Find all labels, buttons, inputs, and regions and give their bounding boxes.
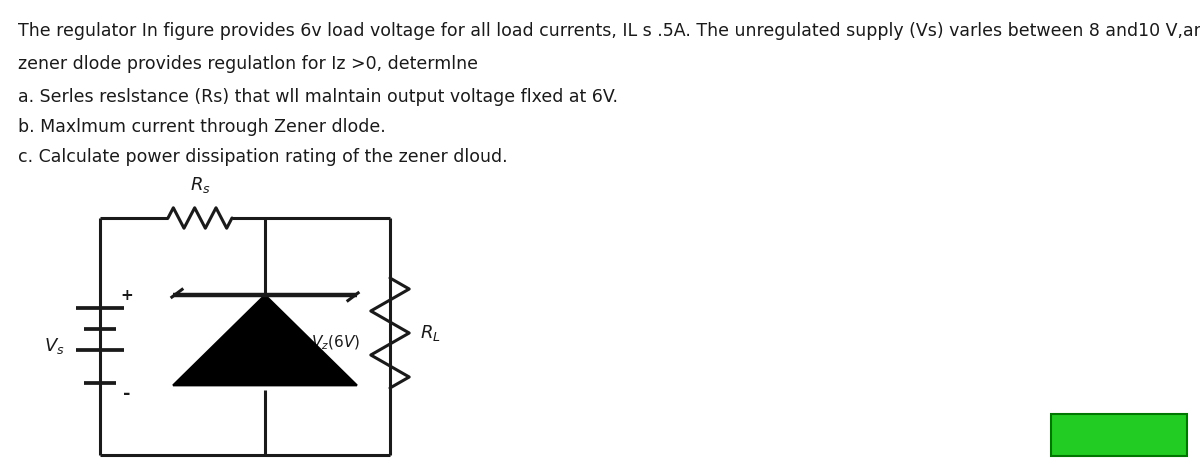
Text: a. Serles reslstance (Rs) that wll malntain output voltage flxed at 6V.: a. Serles reslstance (Rs) that wll malnt…: [18, 88, 618, 106]
Text: $R_s$: $R_s$: [190, 175, 210, 195]
Text: $V_s$: $V_s$: [44, 336, 65, 356]
Text: +: +: [120, 288, 133, 303]
Text: $V_z(6V)$: $V_z(6V)$: [311, 333, 360, 352]
Text: b. Maxlmum current through Zener dlode.: b. Maxlmum current through Zener dlode.: [18, 118, 385, 136]
Text: zener dlode provides regulatlon for Iz >0, determlne: zener dlode provides regulatlon for Iz >…: [18, 55, 478, 73]
Text: The regulator In figure provides 6v load voltage for all load currents, IL s .5A: The regulator In figure provides 6v load…: [18, 22, 1200, 40]
Text: c. Calculate power dissipation rating of the zener dloud.: c. Calculate power dissipation rating of…: [18, 148, 508, 166]
Polygon shape: [173, 295, 356, 385]
Bar: [1051, 414, 1187, 456]
Text: -: -: [122, 385, 130, 403]
Text: $R_L$: $R_L$: [420, 323, 440, 343]
